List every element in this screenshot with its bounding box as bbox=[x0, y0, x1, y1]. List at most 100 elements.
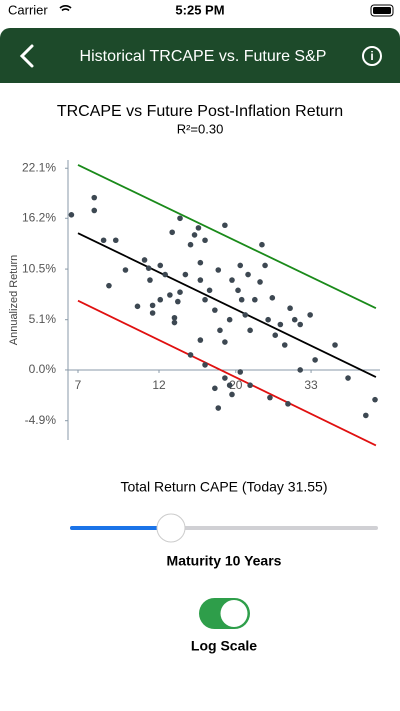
point bbox=[237, 369, 244, 375]
wifi-icon bbox=[59, 5, 72, 12]
x-tick-label: 33 bbox=[304, 378, 318, 392]
point bbox=[259, 241, 265, 248]
point bbox=[215, 267, 222, 273]
point bbox=[285, 401, 291, 407]
x-axis-label: Total Return CAPE (Today 31.55) bbox=[121, 479, 328, 495]
point bbox=[247, 327, 253, 334]
info-i: i bbox=[370, 49, 373, 63]
back-button[interactable] bbox=[19, 44, 34, 68]
point bbox=[247, 382, 253, 389]
battery bbox=[370, 4, 394, 17]
nav-bar-base bbox=[0, 40, 400, 83]
fit-line bbox=[77, 232, 377, 378]
point bbox=[269, 295, 276, 301]
toggle-label: Log Scale bbox=[191, 638, 257, 654]
point bbox=[157, 296, 164, 303]
point bbox=[197, 277, 204, 283]
point bbox=[195, 225, 202, 231]
point bbox=[177, 289, 183, 295]
point bbox=[202, 237, 208, 244]
y-tick-label: 0.0% bbox=[29, 362, 57, 376]
point bbox=[169, 229, 175, 236]
battery-level bbox=[373, 7, 391, 14]
point bbox=[187, 352, 194, 358]
point bbox=[171, 319, 178, 326]
slider-thumb bbox=[156, 513, 186, 543]
point bbox=[197, 337, 204, 343]
x-tick-label: 20 bbox=[229, 378, 243, 392]
y-tick-label: -4.9% bbox=[25, 413, 57, 427]
point bbox=[222, 222, 228, 229]
point bbox=[177, 215, 183, 222]
point bbox=[237, 262, 244, 269]
point bbox=[182, 271, 189, 278]
point bbox=[162, 271, 168, 278]
point bbox=[287, 305, 293, 312]
x-tick-label: 7 bbox=[75, 378, 82, 392]
carrier: Carrier bbox=[8, 2, 48, 17]
point bbox=[257, 279, 263, 285]
y-tick-label: 22.1% bbox=[22, 160, 56, 174]
point bbox=[222, 339, 228, 345]
point bbox=[363, 412, 369, 419]
point bbox=[197, 259, 204, 266]
chart-subtitle: R²=0.30 bbox=[177, 121, 224, 136]
point bbox=[122, 267, 129, 273]
point bbox=[112, 237, 119, 244]
point bbox=[245, 271, 251, 278]
point bbox=[235, 287, 241, 294]
time: 5:25 PM bbox=[175, 2, 224, 17]
point bbox=[106, 282, 112, 289]
y-tick-label: 16.2% bbox=[22, 210, 56, 224]
point bbox=[187, 241, 194, 248]
point bbox=[149, 310, 156, 316]
point bbox=[238, 296, 245, 303]
point bbox=[217, 327, 223, 334]
point bbox=[212, 307, 218, 313]
point bbox=[226, 316, 233, 323]
point bbox=[229, 391, 235, 398]
point bbox=[307, 312, 313, 318]
slider-label: Maturity 10 Years bbox=[167, 553, 282, 569]
fit-line bbox=[77, 299, 377, 447]
point bbox=[149, 302, 156, 309]
point bbox=[100, 237, 107, 244]
info-button[interactable]: i bbox=[362, 46, 382, 66]
point bbox=[212, 385, 218, 392]
slider[interactable] bbox=[70, 513, 378, 543]
point bbox=[297, 367, 304, 373]
point bbox=[345, 375, 351, 381]
point bbox=[206, 287, 213, 294]
point bbox=[332, 342, 338, 348]
point bbox=[134, 303, 141, 310]
point bbox=[175, 298, 181, 305]
log-toggle[interactable] bbox=[199, 598, 250, 629]
chart-title: TRCAPE vs Future Post-Inflation Return bbox=[57, 103, 343, 120]
point bbox=[252, 296, 258, 303]
point bbox=[145, 265, 152, 271]
point bbox=[265, 316, 271, 323]
point bbox=[171, 314, 178, 321]
x-tick-label: 12 bbox=[152, 378, 166, 392]
point bbox=[222, 375, 228, 381]
point bbox=[272, 332, 279, 338]
toggle-knob bbox=[220, 600, 248, 627]
point bbox=[68, 212, 75, 218]
point bbox=[167, 292, 173, 298]
point bbox=[91, 194, 98, 201]
point bbox=[202, 296, 208, 303]
info-circle bbox=[362, 46, 382, 66]
point bbox=[226, 382, 233, 389]
y-axis-label: Annualized Return bbox=[8, 255, 20, 346]
point bbox=[202, 362, 208, 368]
point bbox=[141, 257, 148, 263]
point bbox=[242, 312, 249, 318]
point bbox=[147, 277, 153, 283]
point bbox=[372, 396, 378, 403]
y-tick-label: 5.1% bbox=[29, 312, 57, 326]
point bbox=[229, 277, 235, 283]
point bbox=[157, 262, 164, 269]
fit-line bbox=[77, 164, 377, 310]
